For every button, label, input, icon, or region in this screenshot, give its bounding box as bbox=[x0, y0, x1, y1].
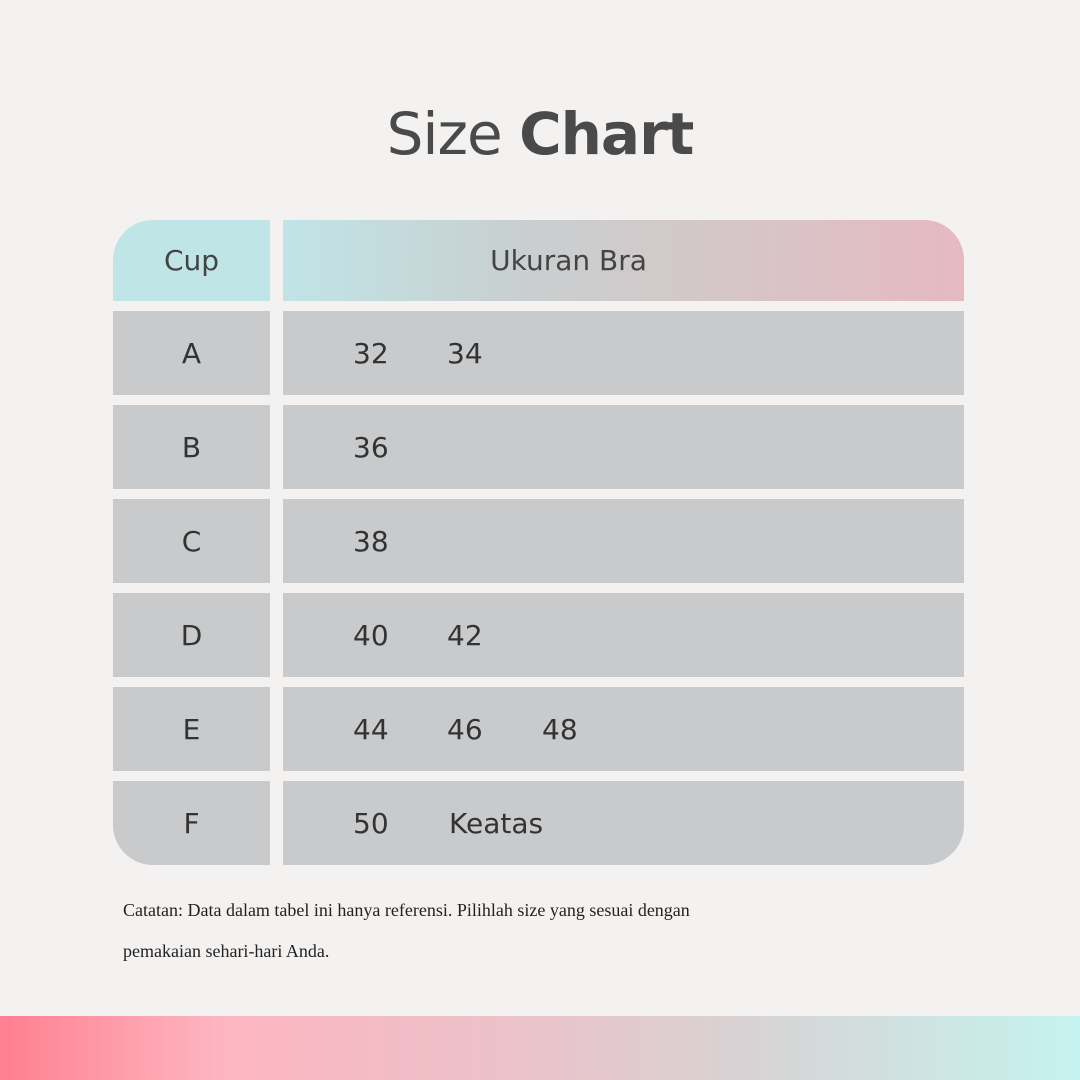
size-value: 36 bbox=[353, 430, 389, 464]
note-line-2: pemakaian sehari-hari Anda. bbox=[123, 941, 330, 961]
size-value: 42 bbox=[447, 618, 483, 652]
cup-cell: F bbox=[113, 781, 270, 865]
title-bold: Chart bbox=[519, 100, 694, 168]
size-cell: 32 34 bbox=[283, 311, 964, 395]
title-light: Size bbox=[386, 100, 503, 168]
note-line-1: Catatan: Data dalam tabel ini hanya refe… bbox=[123, 900, 690, 920]
size-value: 38 bbox=[353, 524, 389, 558]
size-value: 48 bbox=[542, 712, 578, 746]
decorative-gradient-band bbox=[0, 1016, 1080, 1080]
cup-cell: C bbox=[113, 499, 270, 583]
cup-cell: D bbox=[113, 593, 270, 677]
size-value: Keatas bbox=[449, 806, 544, 840]
cup-cell: A bbox=[113, 311, 270, 395]
page-title: Size Chart bbox=[0, 100, 1080, 168]
size-cell: 40 42 bbox=[283, 593, 964, 677]
size-cell: 44 46 48 bbox=[283, 687, 964, 771]
cup-cell: E bbox=[113, 687, 270, 771]
size-value: 44 bbox=[353, 712, 389, 746]
size-cell: 36 bbox=[283, 405, 964, 489]
size-cell: 38 bbox=[283, 499, 964, 583]
size-value: 34 bbox=[447, 336, 483, 370]
size-value: 50 bbox=[353, 806, 389, 840]
size-value: 40 bbox=[353, 618, 389, 652]
size-value: 46 bbox=[447, 712, 483, 746]
header-size: Ukuran Bra bbox=[283, 220, 964, 301]
size-value: 32 bbox=[353, 336, 389, 370]
cup-cell: B bbox=[113, 405, 270, 489]
size-cell: 50 Keatas bbox=[283, 781, 964, 865]
header-cup: Cup bbox=[113, 220, 270, 301]
